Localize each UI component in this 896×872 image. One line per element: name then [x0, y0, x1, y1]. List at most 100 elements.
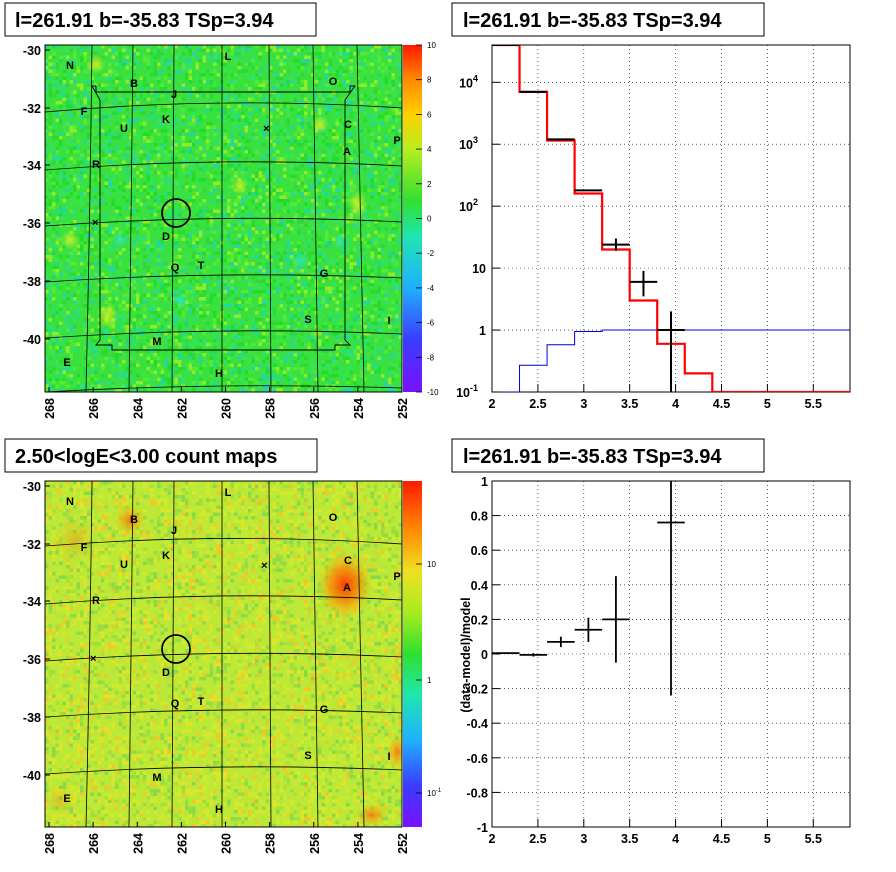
map-pixel: [167, 181, 171, 185]
map-pixel: [244, 335, 248, 339]
map-pixel: [171, 62, 175, 66]
map-pixel: [290, 290, 294, 294]
map-pixel: [339, 276, 343, 280]
map-pixel: [125, 87, 129, 91]
map-pixel: [181, 311, 185, 315]
map-pixel: [300, 136, 304, 140]
map-pixel: [136, 97, 140, 101]
map-pixel: [248, 122, 252, 126]
map-pixel: [311, 143, 315, 147]
map-pixel: [153, 195, 157, 199]
map-pixel: [248, 265, 252, 269]
map-pixel: [244, 195, 248, 199]
map-pixel: [174, 139, 178, 143]
map-pixel: [48, 55, 52, 59]
map-pixel: [76, 59, 80, 63]
map-pixel: [213, 66, 217, 70]
map-pixel: [153, 335, 157, 339]
map-pixel: [174, 62, 178, 66]
map-pixel: [122, 195, 126, 199]
map-pixel: [213, 132, 217, 136]
map-pixel: [76, 314, 80, 318]
map-pixel: [398, 48, 402, 52]
map-pixel: [125, 339, 129, 343]
map-pixel: [230, 48, 234, 52]
map-pixel: [391, 353, 395, 357]
map-pixel: [318, 300, 322, 304]
map-pixel: [283, 132, 287, 136]
map-pixel: [346, 52, 350, 56]
map-pixel: [146, 164, 150, 168]
map-pixel: [125, 164, 129, 168]
map-pixel: [101, 115, 105, 119]
map-pixel: [272, 157, 276, 161]
map-pixel: [384, 192, 388, 196]
map-pixel: [321, 136, 325, 140]
map-pixel: [199, 311, 203, 315]
map-pixel: [136, 157, 140, 161]
map-pixel: [230, 150, 234, 154]
map-pixel: [143, 118, 147, 122]
map-pixel: [157, 73, 161, 77]
map-pixel: [164, 234, 168, 238]
map-pixel: [83, 300, 87, 304]
map-pixel: [80, 276, 84, 280]
map-pixel: [349, 66, 353, 70]
map-pixel: [87, 356, 91, 360]
map-pixel: [111, 48, 115, 52]
map-pixel: [230, 122, 234, 126]
map-pixel: [111, 209, 115, 213]
map-pixel: [290, 279, 294, 283]
map-pixel: [349, 349, 353, 353]
map-pixel: [178, 265, 182, 269]
map-pixel: [136, 216, 140, 220]
map-pixel: [279, 300, 283, 304]
map-pixel: [209, 356, 213, 360]
map-pixel: [171, 52, 175, 56]
map-pixel: [174, 314, 178, 318]
map-pixel: [346, 216, 350, 220]
map-pixel: [346, 185, 350, 189]
map-pixel: [290, 307, 294, 311]
map-pixel: [234, 94, 238, 98]
map-pixel: [164, 167, 168, 171]
map-pixel: [111, 174, 115, 178]
map-pixel: [332, 192, 336, 196]
map-pixel: [269, 125, 273, 129]
map-pixel: [69, 293, 73, 297]
map-pixel: [97, 255, 101, 259]
map-pixel: [59, 181, 63, 185]
map-pixel: [73, 304, 77, 308]
map-pixel: [293, 101, 297, 105]
map-pixel: [272, 255, 276, 259]
map-pixel: [129, 146, 133, 150]
map-pixel: [304, 55, 308, 59]
map-pixel: [157, 349, 161, 353]
map-pixel: [307, 283, 311, 287]
map-pixel: [216, 146, 220, 150]
map-pixel: [223, 139, 227, 143]
map-pixel: [52, 192, 56, 196]
map-pixel: [342, 97, 346, 101]
map-pixel: [111, 59, 115, 63]
map-pixel: [349, 157, 353, 161]
map-pixel: [349, 132, 353, 136]
map-pixel: [192, 286, 196, 290]
map-pixel: [160, 199, 164, 203]
map-pixel: [300, 342, 304, 346]
map-pixel: [349, 108, 353, 112]
map-pixel: [90, 265, 94, 269]
map-pixel: [290, 293, 294, 297]
map-pixel: [356, 164, 360, 168]
map-pixel: [342, 272, 346, 276]
map-pixel: [213, 342, 217, 346]
map-pixel: [262, 244, 266, 248]
map-pixel: [125, 328, 129, 332]
map-pixel: [262, 209, 266, 213]
map-pixel: [237, 356, 241, 360]
map-pixel: [45, 255, 49, 259]
map-pixel: [55, 62, 59, 66]
map-pixel: [150, 269, 154, 273]
map-pixel: [101, 290, 105, 294]
map-pixel: [115, 167, 119, 171]
